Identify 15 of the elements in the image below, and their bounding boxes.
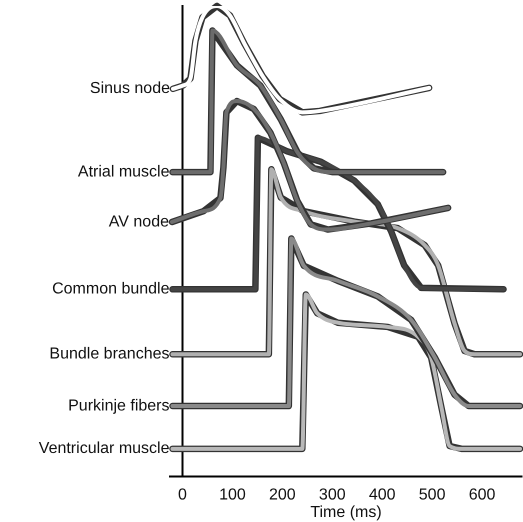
x-tick-label: 400 <box>368 486 396 504</box>
x-tick-label: 100 <box>219 486 246 504</box>
x-axis-title: Time (ms) <box>310 504 382 521</box>
x-tick-label: 300 <box>318 486 346 504</box>
x-tick-label: 200 <box>268 486 296 504</box>
series-label: Purkinje fibers <box>68 397 170 414</box>
series-label: Common bundle <box>52 280 170 298</box>
series-label: AV node <box>108 213 170 230</box>
series-label: Bundle branches <box>49 346 170 363</box>
x-tick-label: 0 <box>178 486 188 504</box>
series-label: Atrial muscle <box>78 164 170 181</box>
series-label: Sinus node <box>90 80 170 98</box>
x-tick-label: 600 <box>468 486 496 504</box>
series-label: Ventricular muscle <box>38 440 170 458</box>
x-tick-label: 500 <box>418 486 446 504</box>
